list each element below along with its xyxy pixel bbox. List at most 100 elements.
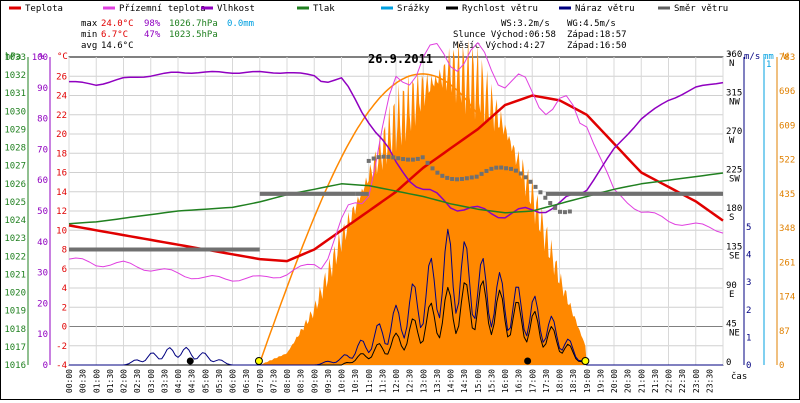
tick-label-percent: 20 [37, 299, 48, 309]
legend: Teplota Přízemní teplota Vlhkost Tlak Sr… [9, 4, 728, 14]
tick-label-time: 13:00 [419, 369, 428, 393]
tick-label-celsius: 6 [62, 265, 67, 275]
wind-direction-point [459, 176, 464, 181]
tick-label-mm: 1 [766, 60, 771, 70]
wind-direction-point [386, 154, 391, 159]
tick-label-celsius: 10 [56, 226, 67, 236]
stat-avg-label: avg [81, 41, 97, 51]
tick-label-hpa: 1030 [4, 107, 26, 117]
tick-label-degrees: 270 [726, 127, 742, 137]
stats-block: max 24.0°C 98% 1026.7hPa 0.0mm min 6.7°C… [81, 19, 627, 51]
stat-max-humidity: 98% [144, 19, 161, 29]
tick-label-direction: SE [729, 252, 740, 262]
legend-teplota: Teplota [25, 4, 63, 14]
tick-label-celsius: 0 [62, 323, 67, 333]
tick-label-celsius: 18 [56, 149, 67, 159]
wind-direction-point [553, 205, 558, 210]
moonrise-marker [186, 357, 194, 365]
chart-date-title: 26.9.2011 [368, 52, 433, 66]
tick-label-ms: 3 [746, 278, 751, 288]
wind-direction-point [405, 157, 410, 162]
tick-label-percent: 0 [43, 361, 48, 371]
wind-direction-point [562, 210, 567, 215]
tick-label-time: 02:00 [120, 369, 129, 393]
axis-title-ms: m/s [744, 52, 760, 62]
tick-label-time: 00:30 [79, 369, 88, 393]
x-axis-title: čas [731, 371, 747, 382]
tick-label-time: 12:30 [406, 369, 415, 393]
legend-smer-vetru: Směr větru [674, 4, 728, 14]
tick-label-direction: SW [729, 175, 740, 185]
tick-label-percent: 60 [37, 176, 48, 186]
tick-label-percent: 40 [37, 238, 48, 248]
tick-label-time: 16:30 [515, 369, 524, 393]
solar-radiation-area [259, 39, 587, 366]
tick-label-time: 06:00 [229, 369, 238, 393]
wind-direction-point [401, 157, 406, 162]
tick-label-ms: 5 [746, 223, 751, 233]
axis-title-degrees: ° [727, 52, 732, 62]
tick-label-degrees: 90 [726, 281, 737, 291]
stat-wind-gust: WG:4.5m/s [567, 19, 616, 29]
stat-min-pressure: 1023.5hPa [169, 30, 218, 40]
wind-direction-point [548, 201, 553, 206]
tick-label-percent: 50 [37, 207, 48, 217]
tick-label-hpa: 1021 [4, 270, 26, 280]
moonset-marker [524, 357, 532, 365]
tick-label-time: 15:00 [474, 369, 483, 393]
tick-label-time: 10:30 [351, 369, 360, 393]
tick-label-time: 12:00 [392, 369, 401, 393]
tick-label-watt: 783 [779, 53, 795, 63]
wind-direction-point [371, 156, 376, 161]
series-vlhkost [69, 70, 724, 219]
wind-direction-point [410, 157, 415, 162]
tick-label-hpa: 1029 [4, 125, 26, 135]
tick-label-degrees: 315 [726, 89, 742, 99]
wind-direction-point [543, 195, 548, 200]
tick-label-watt: 174 [779, 293, 795, 303]
wind-direction-point [494, 165, 499, 170]
tick-label-time: 14:30 [460, 369, 469, 393]
solar-max-curve [256, 73, 585, 366]
tick-label-time: 20:00 [610, 369, 619, 393]
tick-label-hpa: 1017 [4, 343, 26, 353]
tick-label-time: 03:00 [147, 369, 156, 393]
legend-rychlost-vetru: Rychlost větru [462, 4, 538, 14]
tick-label-time: 19:30 [596, 369, 605, 393]
wind-direction-point [440, 173, 445, 178]
wind-direction-point [567, 209, 572, 214]
wind-direction-point [455, 177, 460, 182]
tick-label-hpa: 1026 [4, 180, 26, 190]
stat-avg-temp: 14.6°C [101, 41, 134, 51]
tick-label-direction: N [729, 59, 734, 69]
wind-direction-point [420, 155, 425, 160]
wind-direction-point [518, 171, 523, 176]
tick-label-hpa: 1031 [4, 89, 26, 99]
tick-label-watt: 87 [779, 327, 790, 337]
tick-label-time: 07:00 [256, 369, 265, 393]
chart-marks [68, 39, 724, 366]
tick-label-time: 13:30 [433, 369, 442, 393]
tick-label-watt: 261 [779, 258, 795, 268]
tick-label-time: 11:00 [365, 369, 374, 393]
tick-label-time: 09:30 [324, 369, 333, 393]
stat-moonrise: Měsíc Východ:4:27 [453, 41, 545, 51]
tick-label-hpa: 1022 [4, 252, 26, 262]
tick-label-hpa: 1020 [4, 289, 26, 299]
axis-title-percent: % [39, 52, 45, 62]
tick-label-degrees: 0 [726, 358, 731, 368]
series-naraz-vetru [69, 228, 723, 366]
tick-label-ms: 4 [746, 251, 751, 261]
tick-label-time: 17:00 [528, 369, 537, 393]
wind-direction-point [499, 165, 504, 170]
tick-label-celsius: 4 [62, 284, 67, 294]
tick-label-time: 15:30 [487, 369, 496, 393]
wind-direction-point [415, 156, 420, 161]
stat-sunset: Západ:18:57 [567, 30, 627, 40]
wind-direction-point [538, 190, 543, 195]
tick-label-watt: 522 [779, 156, 795, 166]
tick-label-percent: 100 [32, 53, 48, 63]
tick-label-time: 03:30 [160, 369, 169, 393]
legend-vlhkost: Vlhkost [217, 4, 255, 14]
